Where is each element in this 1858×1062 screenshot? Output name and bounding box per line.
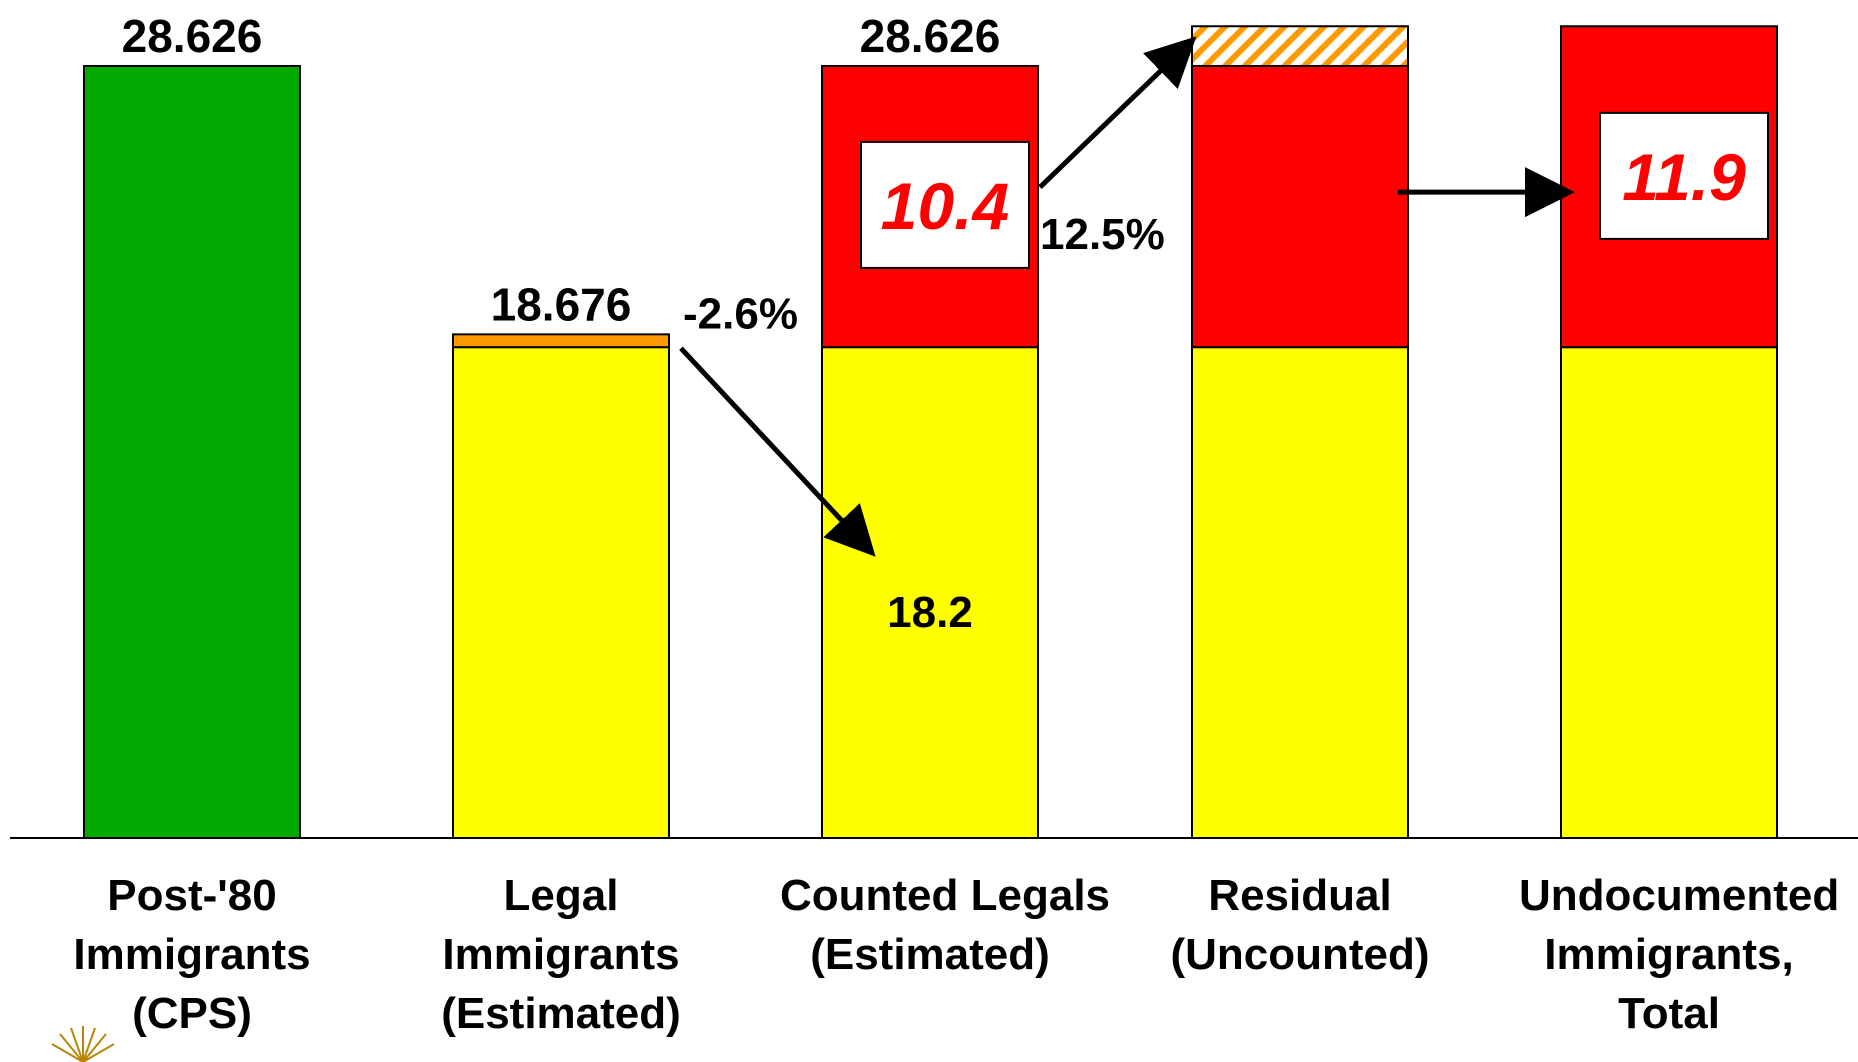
category-label-0-line-2: (CPS) bbox=[132, 989, 252, 1038]
bar-3-segment-uncounted_hatch bbox=[1191, 25, 1409, 68]
sunburst-logo-icon bbox=[38, 1022, 128, 1062]
bar-1-value-label: 18.676 bbox=[491, 278, 632, 330]
category-label-4-line-2: Total bbox=[1618, 989, 1720, 1038]
bar-3-segment-legal bbox=[1191, 346, 1409, 839]
bar-2-value-label: 28.626 bbox=[860, 10, 1001, 62]
category-label-1-line-1: Immigrants bbox=[442, 930, 680, 979]
category-label-3: Residual (Uncounted) bbox=[1150, 866, 1450, 984]
category-label-4-line-0: Undocumented bbox=[1519, 871, 1840, 920]
category-label-1-line-2: (Estimated) bbox=[441, 989, 681, 1038]
category-label-3-line-1: (Uncounted) bbox=[1170, 930, 1430, 979]
category-label-1: Legal Immigrants (Estimated) bbox=[411, 866, 711, 1043]
arrow-2-to-3 bbox=[1038, 36, 1197, 189]
category-label-0-line-0: Post-'80 bbox=[107, 871, 277, 920]
arrow-1-to-2 bbox=[679, 346, 876, 557]
bar-4-segment-legal bbox=[1560, 346, 1778, 839]
bar-1-segment-legal bbox=[452, 346, 670, 839]
category-label-4-line-1: Immigrants, bbox=[1544, 930, 1794, 979]
bar-2-boxed-value: 10.4 bbox=[881, 169, 1009, 243]
category-label-2-line-0: Counted Legals bbox=[780, 871, 1111, 920]
category-label-0-line-1: Immigrants bbox=[73, 930, 311, 979]
bar-4-value-box bbox=[1599, 111, 1769, 240]
bar-3-segment-undocumented bbox=[1191, 65, 1409, 349]
bar-0-value-label: 28.626 bbox=[122, 10, 263, 62]
category-label-2: Counted Legals (Estimated) bbox=[780, 866, 1111, 984]
bar-1-segment-adjustment bbox=[452, 333, 670, 349]
arrows-layer bbox=[679, 36, 1575, 557]
category-label-3-line-0: Residual bbox=[1208, 871, 1392, 920]
bar-2-value-box bbox=[860, 140, 1030, 269]
bar-4-boxed-value: 11.9 bbox=[1622, 140, 1746, 214]
annotation-26: -2.6% bbox=[683, 289, 798, 338]
category-label-1-line-0: Legal bbox=[503, 871, 619, 920]
category-label-2-line-1: (Estimated) bbox=[810, 930, 1050, 979]
bar-0-segment-total bbox=[83, 65, 301, 839]
bar-2-segment-legal bbox=[821, 346, 1039, 839]
annotation-125: 12.5% bbox=[1040, 210, 1165, 259]
category-label-4: Undocumented Immigrants, Total bbox=[1519, 866, 1840, 1043]
labels-layer: 28.626 18.676 28.626 10.4 18.2 11.9 -2.6% 12.5% bbox=[122, 10, 1769, 637]
bar-2-inner-label: 18.2 bbox=[887, 588, 973, 637]
category-label-0: Post-'80 Immigrants (CPS) bbox=[42, 866, 342, 1043]
